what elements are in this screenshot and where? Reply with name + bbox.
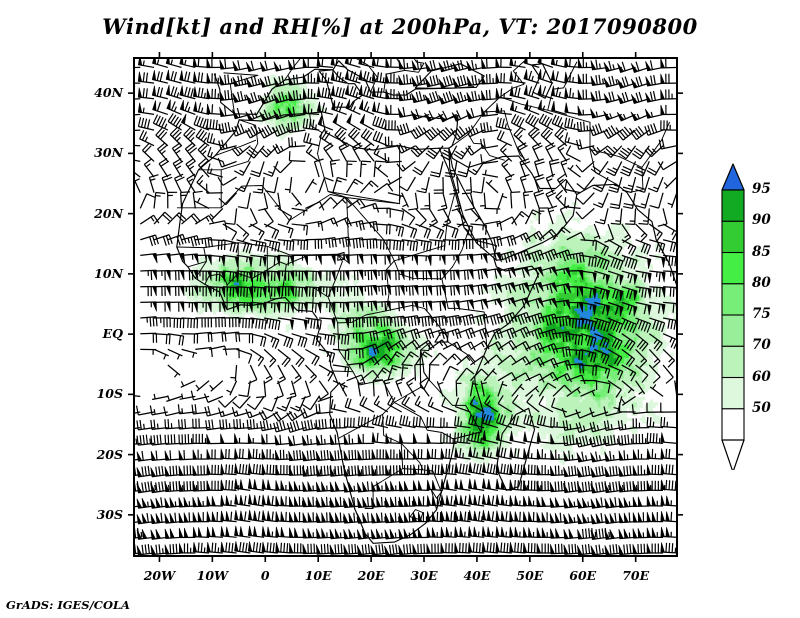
colorbar-tick-label: 50 — [752, 399, 771, 416]
colorbar-tick-label: 70 — [752, 337, 771, 354]
colorbar-tick-label: 90 — [752, 212, 771, 229]
credit-text: GrADS: IGES/COLA — [6, 598, 130, 612]
y-axis-tick-label: 10N — [94, 265, 123, 281]
colorbar-tick-label: 60 — [752, 368, 771, 385]
x-axis-tick-label: 20E — [357, 568, 385, 583]
y-axis-tick-label: EQ — [102, 326, 123, 342]
x-axis-tick-label: 30E — [410, 568, 438, 583]
colorbar-tick-label: 95 — [752, 181, 771, 197]
x-axis-tick-label: 70E — [622, 568, 650, 583]
x-axis-tick-label: 0 — [260, 568, 270, 583]
map-canvas — [135, 59, 676, 555]
y-axis-tick-label: 30S — [96, 506, 123, 522]
x-axis-tick-label: 20W — [143, 568, 176, 583]
y-axis-tick-label: 10S — [96, 386, 123, 402]
wind-barb-layer — [135, 59, 676, 555]
x-axis-tick-label: 60E — [569, 568, 597, 583]
colorbar-swatches — [721, 163, 745, 473]
plot-frame — [133, 57, 678, 557]
y-axis-tick-label: 40N — [94, 85, 123, 101]
colorbar-tick-label: 80 — [752, 274, 771, 291]
y-axis-tick-label: 30N — [94, 145, 123, 161]
colorbar-tick-label: 75 — [752, 306, 771, 322]
x-axis-tick-label: 10W — [196, 568, 229, 583]
x-axis-tick-label: 40E — [463, 568, 491, 583]
x-axis-tick-label: 10E — [304, 568, 332, 583]
colorbar-tick-label: 85 — [752, 243, 771, 260]
y-axis-tick-label: 20S — [96, 446, 123, 462]
x-axis-tick-label: 50E — [516, 568, 544, 583]
chart-title: Wind[kt] and RH[%] at 200hPa, VT: 201709… — [102, 14, 698, 39]
colorbar: 95 90 85 80 75 70 60 50 — [716, 160, 796, 473]
y-axis-tick-label: 20N — [94, 205, 123, 221]
map-plot-area — [128, 52, 683, 562]
